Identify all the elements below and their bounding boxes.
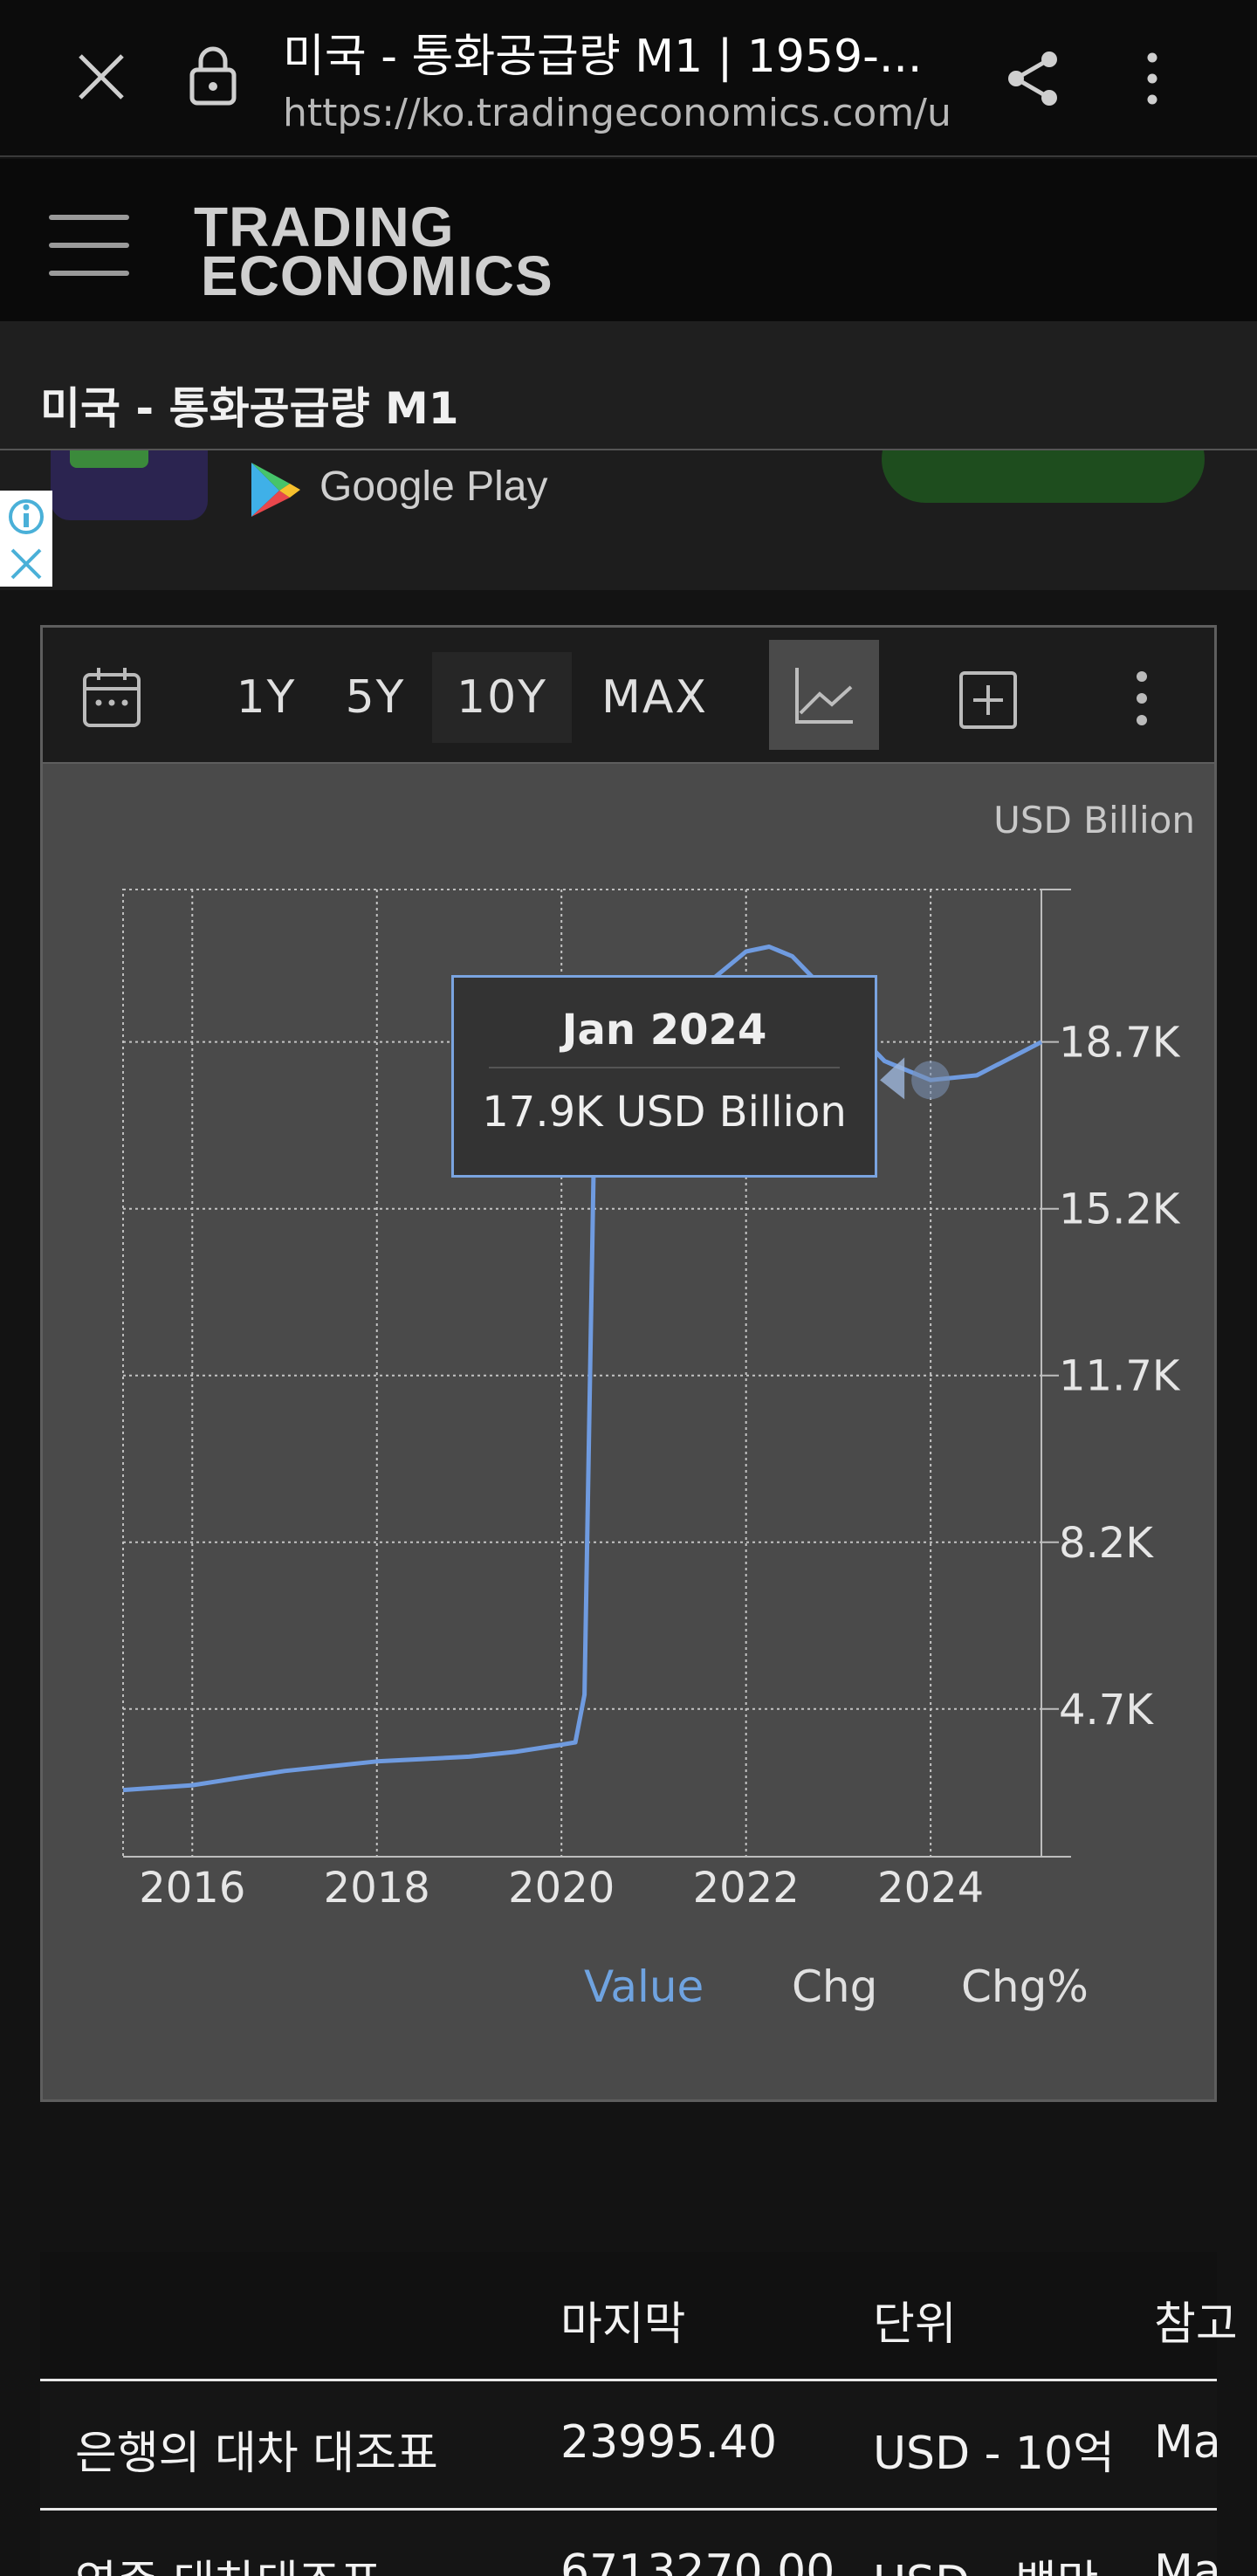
legend-chg[interactable]: Chg: [792, 1961, 878, 2012]
row-reference: Ma: [1154, 2545, 1221, 2576]
hamburger-menu-icon[interactable]: [49, 215, 129, 276]
row-unit: USD - 백만: [873, 2545, 1099, 2576]
row-unit: USD - 10억: [873, 2428, 1115, 2480]
ad-choices-icon[interactable]: [0, 491, 52, 587]
row-name[interactable]: 은행의 대차 대조표: [75, 2428, 438, 2480]
table-header-unit[interactable]: 단위: [873, 2298, 957, 2351]
url-bar[interactable]: https://ko.tradingeconomics.com/u: [283, 91, 951, 135]
x-tick-label: 2020: [508, 1864, 615, 1913]
site-header: TRADING ECONOMICS: [0, 159, 1257, 321]
hover-marker: [911, 1061, 951, 1100]
add-indicator-icon[interactable]: [958, 670, 1019, 731]
range-10y-button[interactable]: 10Y: [432, 652, 572, 743]
range-max-button[interactable]: MAX: [601, 671, 709, 724]
y-tick-label: 11.7K: [1059, 1352, 1181, 1401]
y-tick-label: 18.7K: [1059, 1019, 1181, 1068]
x-tick-label: 2022: [693, 1864, 800, 1913]
unit-label: USD Billion: [993, 799, 1195, 841]
chart-card: 1Y 5Y 10Y MAX USD Billion 2016 2018 2020 20…: [40, 625, 1217, 2102]
x-tick-label: 2018: [324, 1864, 430, 1913]
row-last: 23995.40: [560, 2416, 778, 2469]
table-header-reference[interactable]: 참고: [1154, 2298, 1238, 2351]
y-tick-label: 15.2K: [1059, 1185, 1181, 1234]
chart-tooltip: Jan 2024 17.9K USD Billion: [451, 975, 877, 1178]
tooltip-value: 17.9K USD Billion: [482, 1088, 847, 1137]
row-reference: Ma: [1154, 2416, 1221, 2469]
tooltip-pointer: [880, 1057, 905, 1100]
ad-install-button[interactable]: [882, 450, 1205, 503]
legend-value[interactable]: Value: [584, 1961, 704, 2012]
chart-toolbar: 1Y 5Y 10Y MAX: [43, 628, 1214, 764]
page-title: 미국 - 통화공급량 M1: [40, 383, 459, 434]
x-tick-label: 2016: [139, 1864, 245, 1913]
lock-icon[interactable]: [187, 44, 239, 106]
table-row[interactable]: 은행의 대차 대조표 23995.40 USD - 10억 Ma: [40, 2381, 1221, 2511]
more-options-icon[interactable]: [1135, 49, 1170, 108]
tooltip-date: Jan 2024: [561, 1006, 767, 1054]
browser-toolbar: 미국 - 통화공급량 M1 | 1959-... https://ko.trad…: [0, 0, 1257, 157]
line-chart[interactable]: 2016 2018 2020 2022 2024 4.7K 8.2K 11.7K 15.2K 18…: [43, 628, 1214, 2099]
related-table: 마지막 단위 참고 은행의 대차 대조표 23995.40 USD - 10억 …: [40, 2252, 1238, 2576]
page-title-bar: 미국 - 통화공급량 M1: [0, 321, 1257, 450]
ad-app-icon[interactable]: [51, 450, 208, 520]
range-5y-button[interactable]: 5Y: [345, 671, 406, 724]
ad-banner[interactable]: Google Play: [0, 450, 1257, 590]
share-icon[interactable]: [1004, 49, 1063, 108]
close-icon[interactable]: [73, 49, 129, 105]
calendar-icon[interactable]: [81, 664, 142, 729]
y-tick-label: 4.7K: [1059, 1686, 1154, 1735]
google-play-icon: [251, 463, 300, 517]
logo-line1: TRADING: [194, 196, 455, 258]
legend-chg-percent[interactable]: Chg%: [961, 1961, 1089, 2012]
logo-line2: ECONOMICS: [201, 244, 553, 307]
line-chart-type-icon[interactable]: [769, 640, 879, 750]
chart-more-icon[interactable]: [1129, 668, 1155, 729]
google-play-label: Google Play: [319, 464, 548, 510]
table-header-row: 마지막 단위 참고: [40, 2252, 1238, 2381]
x-tick-label: 2024: [877, 1864, 984, 1913]
row-last: 6713270.00: [560, 2545, 835, 2576]
browser-tab-title[interactable]: 미국 - 통화공급량 M1 | 1959-...: [283, 31, 923, 83]
y-tick-label: 8.2K: [1059, 1519, 1154, 1568]
site-logo[interactable]: TRADING ECONOMICS: [194, 199, 553, 307]
table-header-last[interactable]: 마지막: [560, 2298, 686, 2351]
range-1y-button[interactable]: 1Y: [236, 671, 297, 724]
